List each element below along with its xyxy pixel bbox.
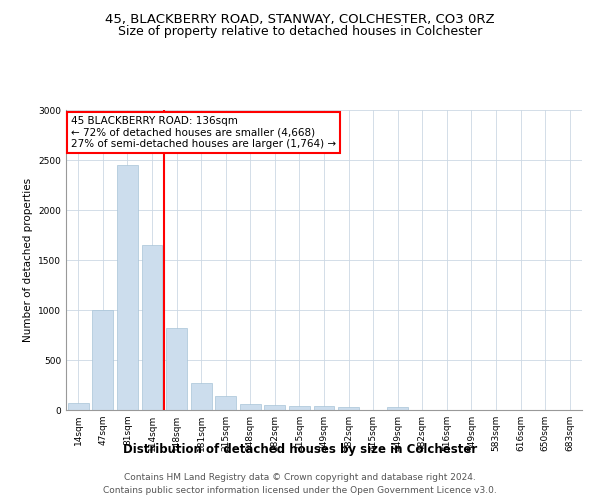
Bar bbox=[191, 383, 212, 410]
Bar bbox=[289, 406, 310, 410]
Text: Size of property relative to detached houses in Colchester: Size of property relative to detached ho… bbox=[118, 25, 482, 38]
Bar bbox=[92, 310, 113, 410]
Text: 45, BLACKBERRY ROAD, STANWAY, COLCHESTER, CO3 0RZ: 45, BLACKBERRY ROAD, STANWAY, COLCHESTER… bbox=[105, 12, 495, 26]
Y-axis label: Number of detached properties: Number of detached properties bbox=[23, 178, 32, 342]
Text: Distribution of detached houses by size in Colchester: Distribution of detached houses by size … bbox=[123, 442, 477, 456]
Bar bbox=[240, 404, 261, 410]
Bar bbox=[314, 406, 334, 410]
Bar bbox=[215, 396, 236, 410]
Bar bbox=[142, 245, 163, 410]
Bar bbox=[387, 407, 408, 410]
Text: Contains HM Land Registry data © Crown copyright and database right 2024.: Contains HM Land Registry data © Crown c… bbox=[124, 472, 476, 482]
Bar bbox=[117, 165, 138, 410]
Bar bbox=[68, 402, 89, 410]
Bar bbox=[265, 404, 286, 410]
Bar bbox=[338, 407, 359, 410]
Text: Contains public sector information licensed under the Open Government Licence v3: Contains public sector information licen… bbox=[103, 486, 497, 495]
Text: 45 BLACKBERRY ROAD: 136sqm
← 72% of detached houses are smaller (4,668)
27% of s: 45 BLACKBERRY ROAD: 136sqm ← 72% of deta… bbox=[71, 116, 336, 149]
Bar bbox=[166, 328, 187, 410]
